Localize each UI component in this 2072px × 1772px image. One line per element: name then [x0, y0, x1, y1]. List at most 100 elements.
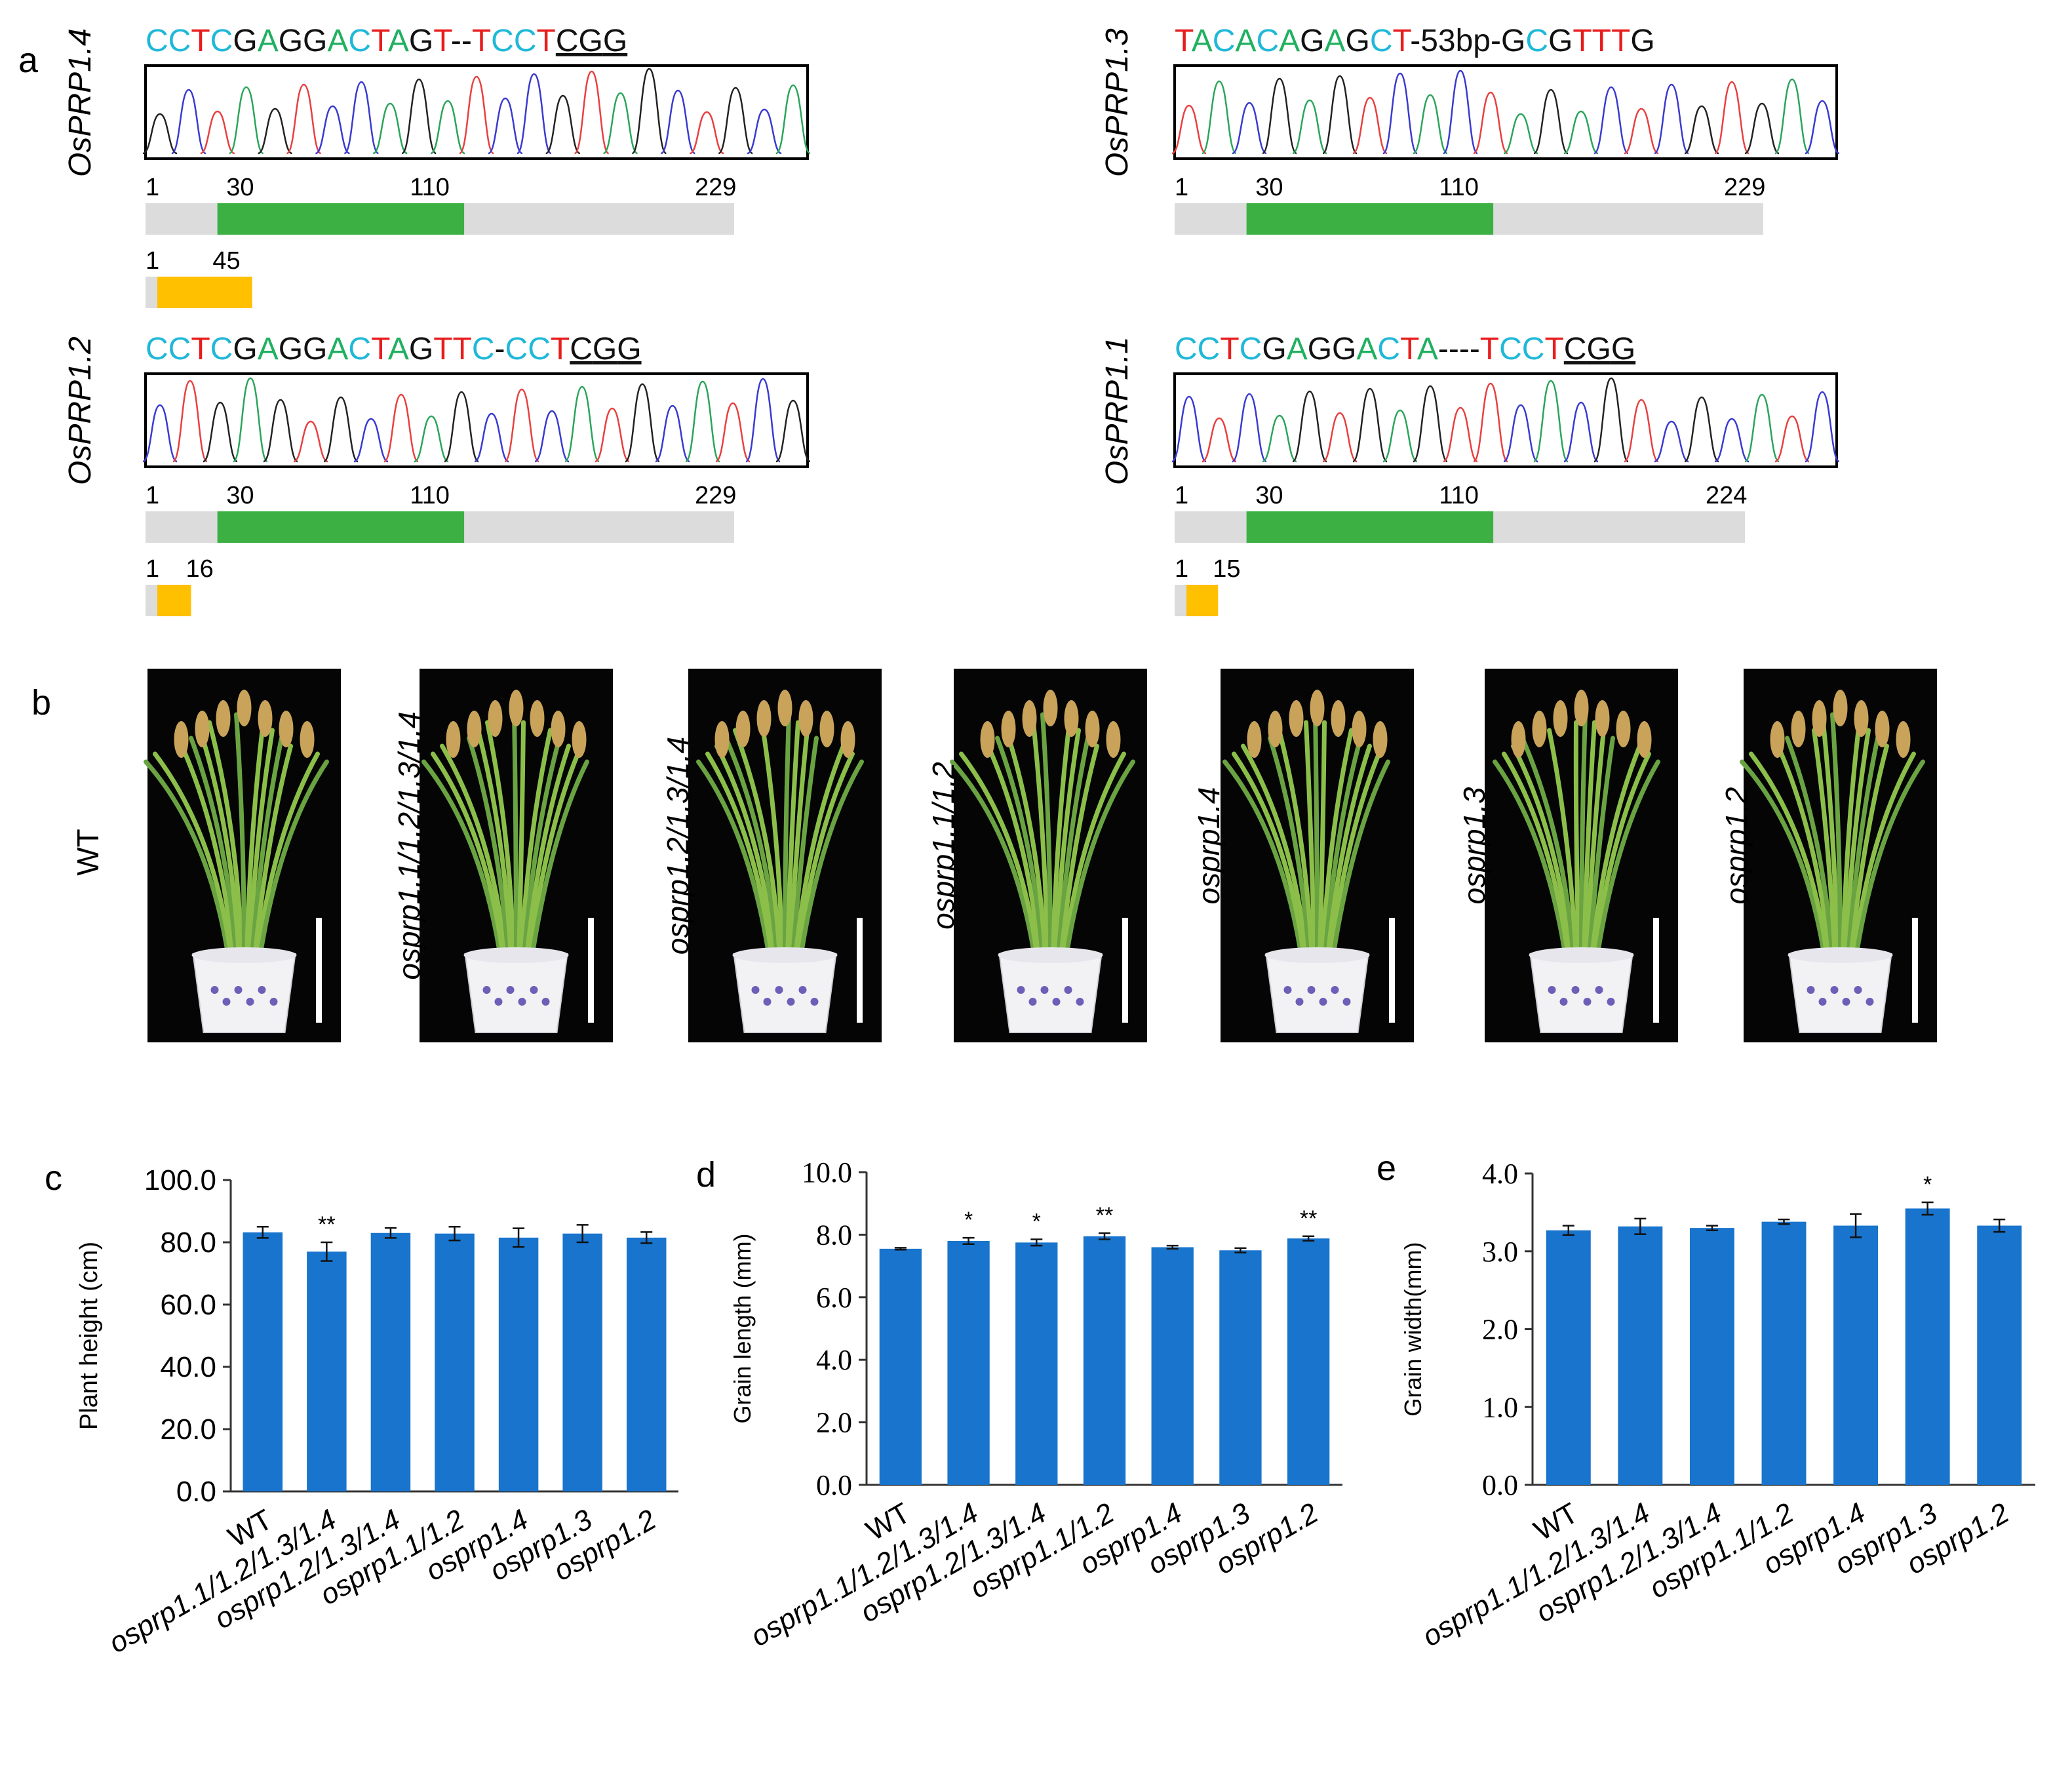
panicle [258, 700, 273, 737]
leaf [524, 743, 571, 960]
sequence-letter: b [1456, 24, 1474, 58]
sequence-letter: C [1370, 24, 1393, 58]
sequence-letter: - [1470, 332, 1480, 366]
chromatogram-box [144, 64, 809, 160]
sequence-letter: C [1499, 332, 1522, 366]
panicle [1595, 700, 1610, 737]
domain-end: 110 [1439, 174, 1479, 201]
pot-decoration [246, 998, 254, 1006]
leaf [431, 751, 505, 960]
leaf [234, 712, 246, 960]
chromatogram-peak [488, 97, 523, 155]
leaf [724, 736, 779, 960]
sequence-letter: C [168, 332, 191, 366]
sequence-letter: G [409, 332, 433, 366]
scale-bar [588, 918, 594, 1023]
chromatogram-peak [203, 401, 238, 463]
domain-start: 30 [226, 482, 254, 509]
chromatogram-peak [1684, 396, 1719, 463]
leaf [1232, 751, 1306, 960]
chromatogram-peak [1774, 78, 1810, 155]
plant-photo-6: osprp1.3 [1457, 669, 1678, 1042]
plant-photo-7: osprp1.2 [1719, 669, 1937, 1042]
sequence-letter: C [168, 24, 191, 58]
chromatogram-peak [747, 108, 782, 155]
pot [1788, 953, 1892, 1033]
sequence-letter: G [279, 332, 303, 366]
leaf [1320, 728, 1354, 960]
leaf [1851, 751, 1916, 960]
chromatogram-peak [1232, 102, 1267, 155]
sequence-letter: C [556, 24, 579, 58]
panicle [1854, 700, 1869, 737]
mut-start: 1 [146, 247, 159, 275]
truncated-protein-bar [157, 585, 191, 616]
leaf [1740, 759, 1827, 960]
leaf [1812, 728, 1837, 960]
domain-start: 30 [1255, 482, 1283, 509]
leaf [1854, 759, 1925, 960]
sequence-letter: - [1449, 332, 1459, 366]
sequence-letter: T [191, 332, 210, 366]
pot-rim [463, 947, 569, 963]
sequence-letter: G [1586, 332, 1611, 366]
leaf [467, 736, 511, 960]
plant-photo-4: osprp1.1/1.2 [926, 669, 1147, 1042]
significance-mark: ** [1300, 1206, 1317, 1231]
chromatogram-peak [142, 113, 178, 155]
panicle [1001, 711, 1016, 747]
sequence-letter: C [1564, 332, 1587, 366]
pot-decoration [1307, 986, 1316, 994]
sequence-letter: C [514, 24, 537, 58]
sequence-letter: C [505, 332, 528, 366]
gene-label: OsPRP1.1 [1100, 336, 1135, 485]
plant-photo-5: osprp1.4 [1192, 669, 1414, 1042]
chromatogram-peak [1714, 418, 1749, 463]
pot-decoration [258, 986, 266, 994]
leaf [733, 728, 782, 960]
pot-decoration [1854, 986, 1862, 994]
sequence-letter: G [1611, 332, 1635, 366]
panicle [1875, 711, 1890, 747]
chromatogram-peak [1593, 377, 1630, 463]
sequence-letter: T [1480, 332, 1499, 366]
chromatogram-peak [775, 399, 811, 463]
sequence-letter: G [279, 24, 303, 58]
pot-decoration [1842, 998, 1850, 1006]
panicle [300, 721, 315, 758]
chromatogram-peak [372, 102, 408, 155]
leaf [986, 743, 1042, 960]
chromatogram-peak [1774, 415, 1810, 463]
sequence-letter: A [327, 24, 348, 58]
panicle [446, 721, 461, 758]
panicle [798, 700, 813, 737]
chromatogram-peak [624, 383, 661, 463]
pot-decoration [1818, 998, 1827, 1006]
panicle [819, 711, 834, 747]
leaf [1592, 751, 1651, 960]
leaf [144, 759, 231, 960]
panicle [195, 711, 210, 747]
pot-decoration [506, 986, 515, 994]
leaf [1590, 743, 1642, 960]
sequence-letter: G [1501, 24, 1525, 58]
plant-photo-1: WT [71, 669, 341, 1042]
chromatogram-peak [1442, 69, 1479, 155]
leaf [250, 736, 284, 960]
panicle [714, 721, 730, 758]
sequence-letter: G [1262, 332, 1286, 366]
pot-decoration [541, 998, 550, 1006]
panicle [735, 711, 751, 747]
sequence-letter: A [1417, 332, 1438, 366]
pot-decoration [1331, 986, 1339, 994]
bar [243, 1232, 283, 1491]
chromatogram-peak [1171, 104, 1207, 155]
mut-protein-start [146, 277, 157, 308]
leaf [1579, 712, 1588, 960]
chromatogram-peak [401, 78, 437, 155]
mut-protein-start [1175, 585, 1186, 616]
sequence-letter: G [603, 24, 627, 58]
sequence-letter: T [472, 24, 491, 58]
pot [1265, 953, 1369, 1033]
